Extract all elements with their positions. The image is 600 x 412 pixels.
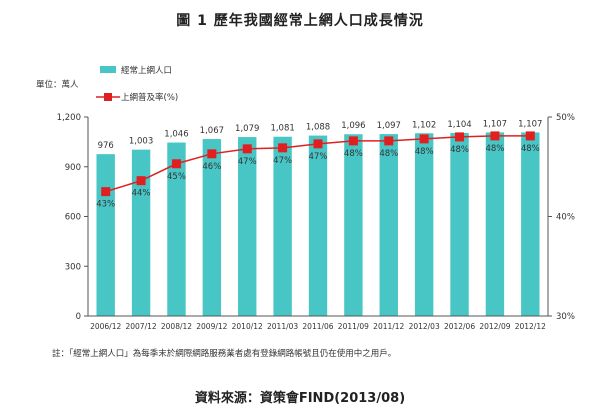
y2-tick-label: 30% — [556, 312, 575, 322]
line-point — [348, 136, 358, 146]
bar-value-label: 1,067 — [200, 126, 224, 136]
bar-value-label: 976 — [98, 141, 114, 151]
bar — [167, 142, 186, 316]
x-tick-label: 2010/12 — [232, 322, 263, 331]
source-caption: 資料來源：資策會FIND(2013/08) — [194, 391, 406, 406]
y-axis-left: 0 300 600 900 1,200 — [57, 113, 89, 322]
line-value-labels: 43% 44% 45% 46% 47% 47% 47% 48% 48% 48% 48% 48% 48% — [96, 144, 540, 210]
bar — [485, 132, 505, 316]
bar — [308, 135, 328, 316]
y-tick-label: 300 — [65, 262, 81, 272]
y-tick-label: 600 — [65, 213, 81, 223]
bar — [414, 133, 434, 316]
bar-value-label: 1,046 — [164, 130, 188, 140]
x-tick-label: 2008/12 — [161, 322, 192, 331]
x-axis: 2006/12 2007/12 2008/12 2009/12 2010/12 2011/… — [88, 315, 548, 331]
bar — [521, 132, 540, 316]
line-value-label: 45% — [167, 172, 186, 182]
line-point — [455, 132, 465, 142]
line-point — [525, 131, 535, 141]
line-value-label: 48% — [344, 149, 363, 159]
bar-value-label: 1,102 — [412, 120, 436, 130]
line-point — [171, 159, 181, 169]
line-value-label: 44% — [132, 189, 151, 199]
bar-value-label: 1,104 — [447, 120, 471, 130]
line-value-label: 48% — [379, 149, 398, 159]
y-tick-label: 1,200 — [57, 113, 81, 123]
line-point — [313, 139, 323, 149]
legend-line-label: 上網普及率(%) — [121, 92, 178, 103]
x-tick-label: 2012/03 — [409, 322, 440, 331]
bar — [131, 149, 151, 316]
x-tick-label: 2011/12 — [373, 322, 404, 331]
bar — [344, 134, 363, 316]
footnote: 註：「經常上網人口」為每季末於網際網路服務業者處有登錄網路帳號且仍在使用中之用戶… — [52, 349, 397, 359]
x-tick-label: 2011/06 — [302, 322, 333, 331]
x-tick-label: 2011/03 — [267, 322, 298, 331]
line-value-label: 47% — [238, 157, 257, 167]
bar-value-label: 1,079 — [235, 124, 259, 134]
bar-value-label: 1,003 — [129, 137, 153, 147]
line-point — [419, 134, 429, 144]
line-point — [136, 176, 146, 186]
bar-value-label: 1,081 — [270, 124, 294, 134]
y-axis-right: 30% 40% 50% — [547, 113, 575, 322]
line-value-label: 46% — [202, 162, 221, 172]
bar — [202, 139, 222, 316]
line-value-label: 48% — [485, 144, 504, 154]
bar-value-label: 1,096 — [341, 121, 365, 131]
line-series — [101, 131, 535, 197]
line-value-label: 47% — [309, 152, 328, 162]
bar-value-label: 1,088 — [306, 123, 330, 133]
legend-line-marker — [104, 93, 112, 101]
bar — [379, 134, 398, 316]
line-value-label: 48% — [415, 147, 434, 157]
y-tick-label: 900 — [65, 163, 81, 173]
x-tick-label: 2011/09 — [338, 322, 369, 331]
bar — [238, 137, 257, 316]
y2-tick-label: 40% — [556, 213, 575, 223]
x-tick-label: 2012/09 — [479, 322, 510, 331]
line-point — [207, 149, 217, 159]
x-tick-label: 2012/06 — [444, 322, 475, 331]
x-tick-label: 2007/12 — [125, 322, 156, 331]
bar — [450, 132, 469, 316]
line-value-label: 47% — [273, 156, 292, 166]
bar-value-label: 1,097 — [377, 121, 401, 131]
bar-value-label: 1,107 — [518, 119, 542, 129]
x-tick-label: 2012/12 — [515, 322, 546, 331]
line-value-label: 48% — [450, 145, 469, 155]
line-value-label: 43% — [96, 200, 115, 210]
x-tick-label: 2006/12 — [90, 322, 121, 331]
bar-series — [96, 132, 540, 316]
line-point — [490, 131, 500, 141]
x-tick-label: 2009/12 — [196, 322, 227, 331]
line-value-label: 48% — [521, 144, 540, 154]
unit-label: 單位：萬人 — [36, 79, 79, 90]
legend: 經常上網人口 上網普及率(%) — [96, 65, 178, 103]
line-point — [278, 143, 288, 153]
bar — [273, 136, 292, 316]
bar — [96, 154, 115, 316]
legend-bar-label: 經常上網人口 — [121, 65, 172, 76]
y2-tick-label: 50% — [556, 113, 575, 123]
chart-title: 圖 1 歷年我國經常上網人口成長情況 — [176, 13, 424, 29]
line-point — [101, 187, 111, 197]
y-tick-label: 0 — [76, 312, 81, 322]
legend-bar-swatch — [100, 66, 116, 73]
line-point — [242, 144, 252, 154]
bar-value-labels: 976 1,003 1,046 1,067 1,079 1,081 1,088 1,096 1,… — [98, 119, 543, 151]
line-point — [384, 136, 394, 146]
bar-value-label: 1,107 — [483, 119, 507, 129]
